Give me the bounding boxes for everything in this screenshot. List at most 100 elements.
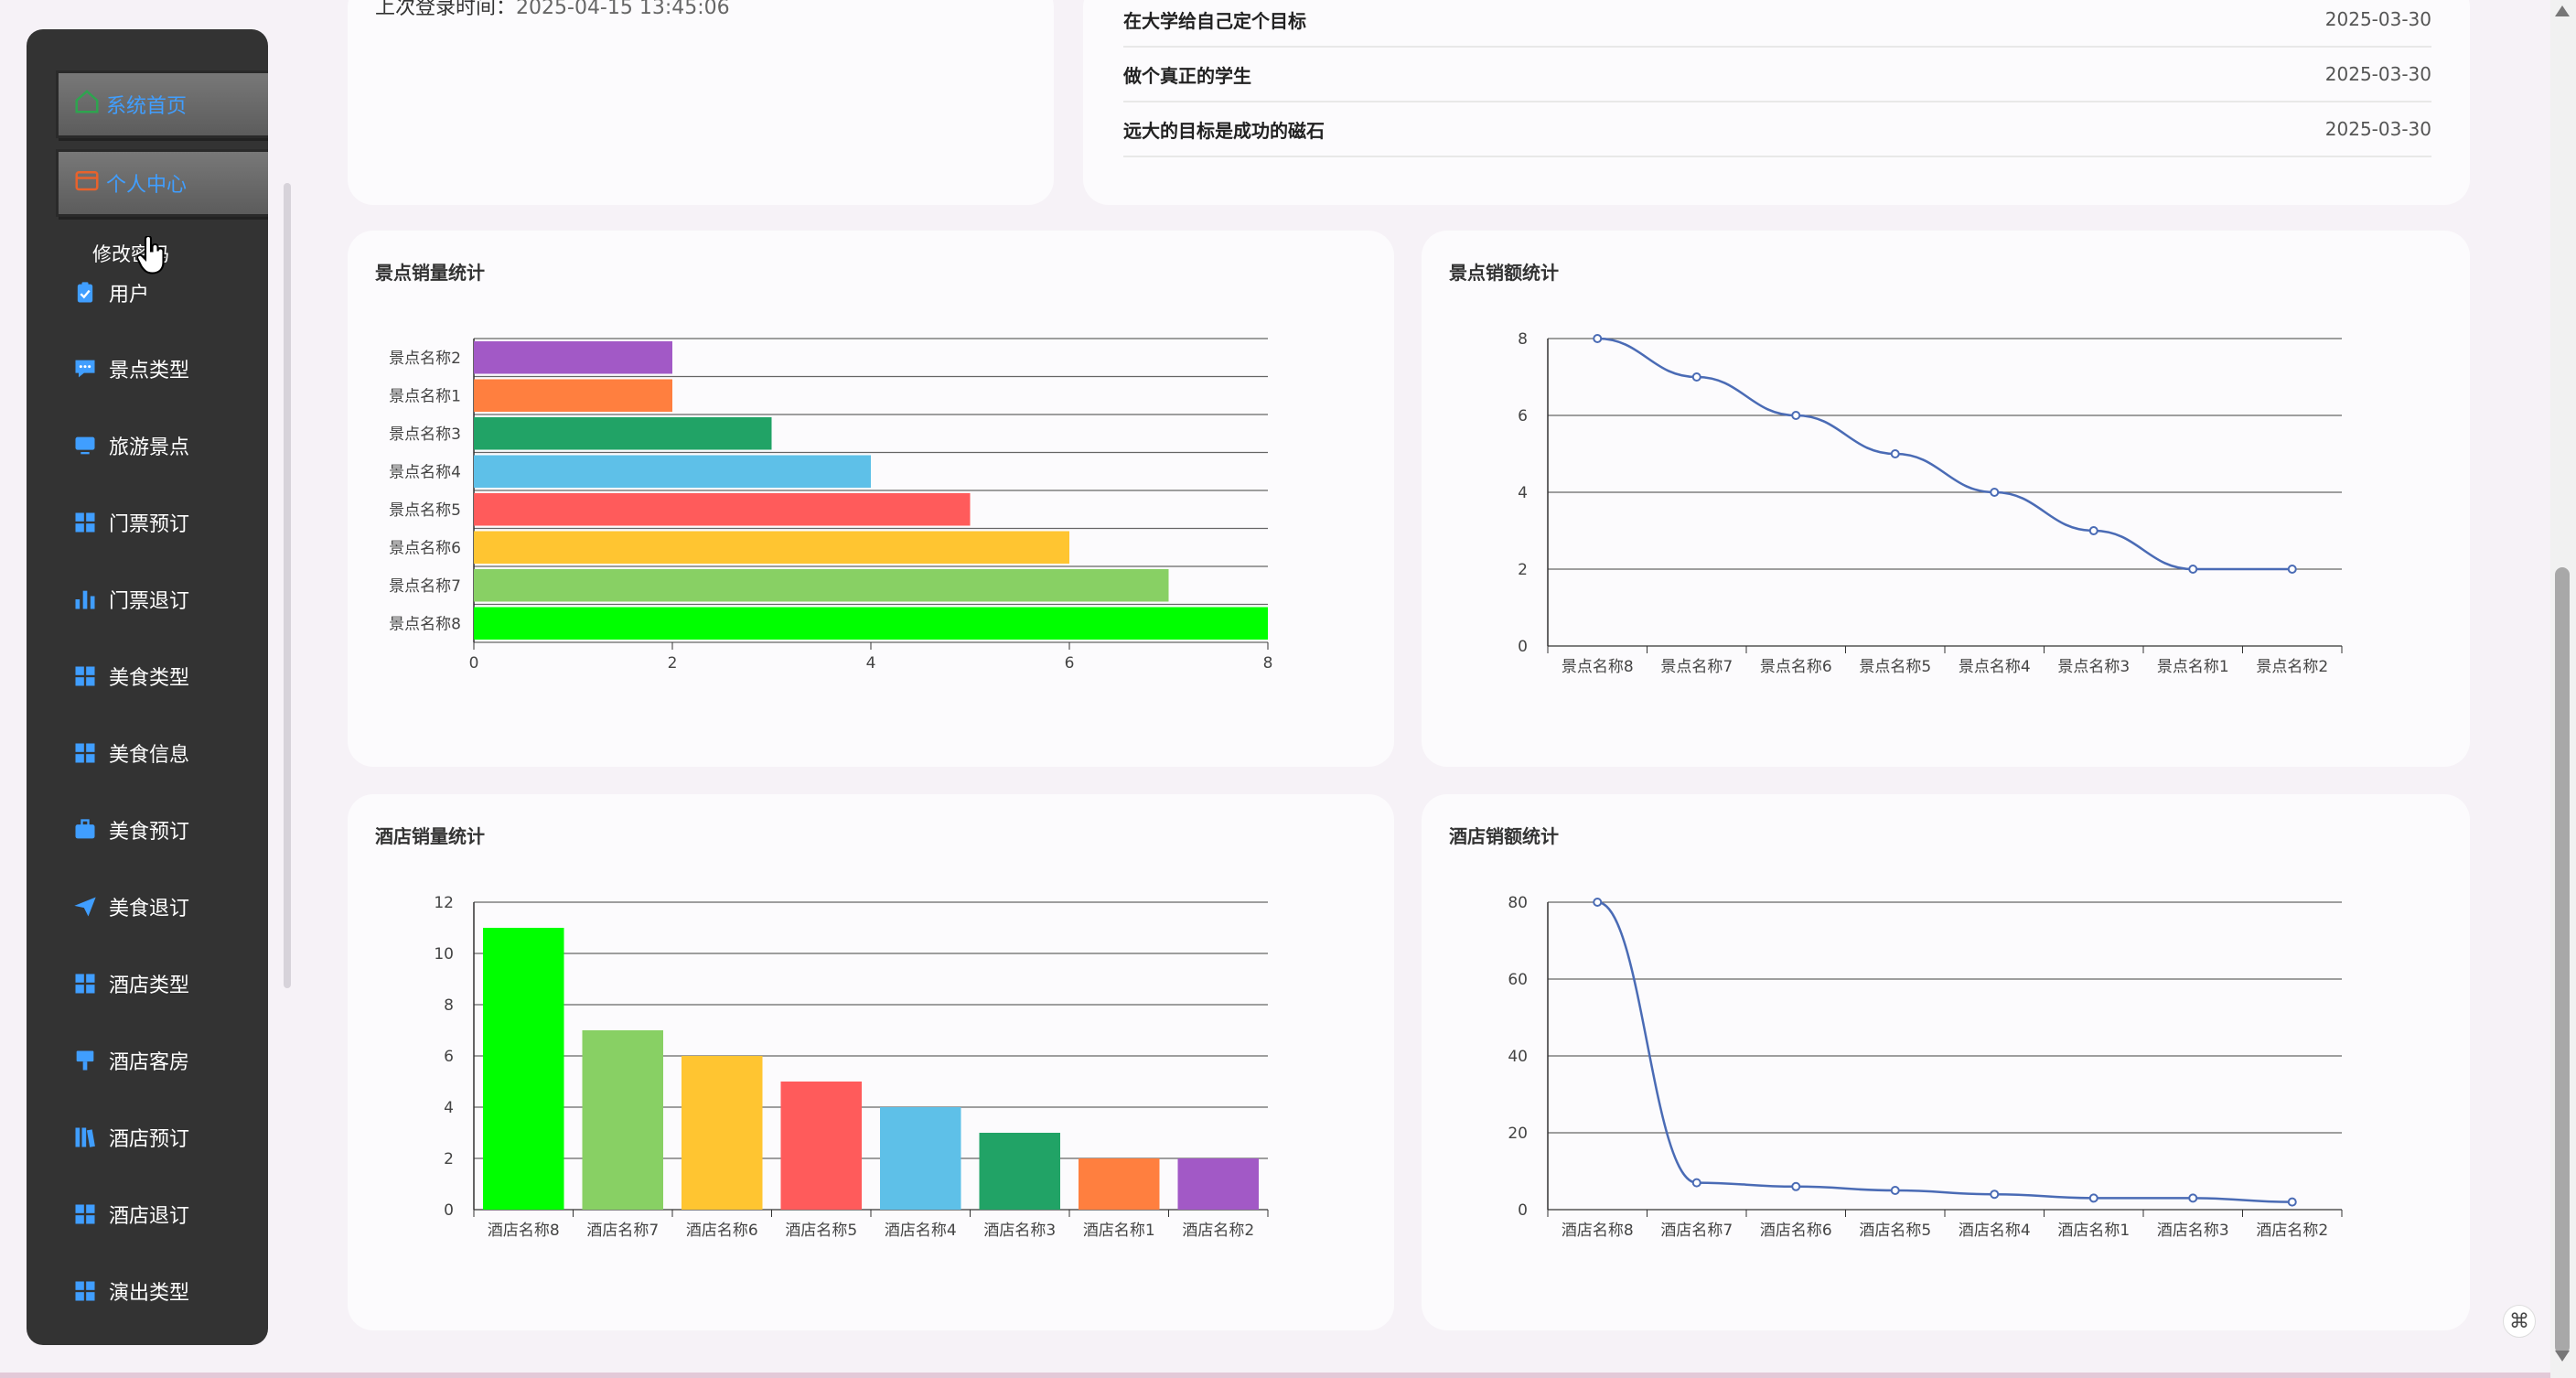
sidebar-item-4[interactable]: 门票预订 bbox=[27, 484, 268, 561]
y-tick-label: 60 bbox=[1508, 971, 1528, 989]
data-point bbox=[2090, 527, 2098, 534]
bar bbox=[483, 928, 564, 1210]
y-tick-label: 景点名称5 bbox=[389, 501, 461, 520]
data-point bbox=[2289, 1199, 2296, 1206]
data-point bbox=[1693, 1179, 1701, 1187]
hotel-revenue-chart: 020406080酒店名称8 酒店名称7 酒店名称6 酒店名称5 酒店名称4 酒店名称1 酒… bbox=[1422, 794, 2470, 1330]
bar bbox=[980, 1133, 1061, 1210]
news-card: 在大学给自己定个目标 2025-03-30 做个真正的学生 2025-03-30… bbox=[1083, 0, 2470, 205]
news-date: 2025-03-30 bbox=[2325, 63, 2431, 85]
last-login-label: 上次登录时间： bbox=[375, 0, 516, 19]
last-login-value: 2025-04-15 13:45:06 bbox=[516, 0, 730, 19]
x-tick-label: 酒店名称3 bbox=[2157, 1222, 2229, 1240]
y-tick-label: 4 bbox=[444, 1099, 454, 1117]
y-tick-label: 6 bbox=[444, 1048, 454, 1066]
bar bbox=[474, 380, 672, 413]
y-tick-label: 景点名称6 bbox=[389, 539, 461, 557]
series-line bbox=[1597, 339, 2292, 569]
bar bbox=[474, 341, 672, 374]
y-tick-label: 景点名称3 bbox=[389, 425, 461, 444]
x-tick-label: 酒店名称6 bbox=[686, 1222, 758, 1240]
x-tick-label: 2 bbox=[668, 654, 678, 673]
sidebar-item-11[interactable]: 酒店客房 bbox=[27, 1022, 268, 1099]
data-point bbox=[2090, 1194, 2098, 1201]
sidebar-scrollbar[interactable] bbox=[284, 183, 291, 988]
x-tick-label: 酒店名称5 bbox=[1859, 1222, 1931, 1240]
x-tick-label: 景点名称8 bbox=[1562, 658, 1634, 676]
sidebar-item-7[interactable]: 美食信息 bbox=[27, 715, 268, 791]
scroll-up-arrow-icon[interactable] bbox=[2555, 5, 2570, 16]
y-tick-label: 0 bbox=[444, 1201, 454, 1220]
sidebar-home-label: 系统首页 bbox=[106, 90, 187, 119]
news-item[interactable]: 远大的目标是成功的磁石 2025-03-30 bbox=[1123, 102, 2431, 157]
floating-menu-button[interactable]: ⌘ bbox=[2503, 1305, 2536, 1338]
y-tick-label: 0 bbox=[1518, 638, 1528, 656]
briefcase-icon bbox=[72, 817, 98, 843]
hotel-sales-chart: 0 2 4 6 8 10 12 酒店名称8 酒店名称7 酒店名称6 酒店名称5 酒店名称4 酒店名称3 酒… bbox=[348, 794, 1394, 1330]
sidebar-profile-label: 个人中心 bbox=[106, 168, 187, 198]
sidebar-item-label: 用户 bbox=[109, 278, 149, 307]
data-point bbox=[1991, 1190, 1998, 1198]
sidebar-item-label: 美食类型 bbox=[109, 662, 189, 691]
data-point bbox=[1991, 489, 1998, 496]
clipboard-check-icon bbox=[72, 280, 98, 306]
news-title: 做个真正的学生 bbox=[1123, 61, 1251, 88]
x-tick-label: 酒店名称5 bbox=[785, 1222, 857, 1240]
y-tick-label: 2 bbox=[444, 1150, 454, 1168]
y-tick-label: 8 bbox=[444, 996, 454, 1015]
x-tick-label: 景点名称3 bbox=[2057, 658, 2130, 676]
library-icon bbox=[72, 1125, 98, 1150]
sidebar-item-label: 酒店预订 bbox=[109, 1123, 189, 1152]
y-tick-label: 20 bbox=[1508, 1125, 1528, 1143]
sidebar-item-label: 美食信息 bbox=[109, 738, 189, 768]
x-tick-label: 酒店名称1 bbox=[2057, 1222, 2130, 1240]
bar bbox=[474, 569, 1169, 602]
sidebar-item-14[interactable]: 演出类型 bbox=[27, 1253, 268, 1330]
sidebar-profile-button[interactable]: 个人中心 bbox=[56, 149, 268, 217]
scenic-sales-chart: 景点名称2 景点名称1 景点名称3 景点名称4 景点名称5 景点名称6 景点名称7 景点名称8… bbox=[348, 231, 1394, 767]
bar bbox=[781, 1082, 863, 1210]
sidebar-item-label: 门票退订 bbox=[109, 585, 189, 614]
monitor-icon bbox=[72, 433, 98, 458]
x-tick-label: 酒店名称2 bbox=[1182, 1222, 1254, 1240]
scroll-down-arrow-icon[interactable] bbox=[2555, 1351, 2570, 1362]
data-point bbox=[2289, 565, 2296, 573]
y-tick-label: 景点名称7 bbox=[389, 577, 461, 596]
x-tick-label: 酒店名称4 bbox=[1959, 1222, 2031, 1240]
sidebar-item-label: 酒店退订 bbox=[109, 1200, 189, 1229]
sidebar-item-13[interactable]: 酒店退订 bbox=[27, 1176, 268, 1253]
sidebar-item-8[interactable]: 美食预订 bbox=[27, 791, 268, 868]
x-tick-label: 景点名称6 bbox=[1760, 658, 1832, 676]
news-item[interactable]: 做个真正的学生 2025-03-30 bbox=[1123, 48, 2431, 102]
sidebar-item-6[interactable]: 美食类型 bbox=[27, 638, 268, 715]
sidebar-item-10[interactable]: 酒店类型 bbox=[27, 945, 268, 1022]
y-tick-label: 10 bbox=[434, 945, 454, 964]
news-date: 2025-03-30 bbox=[2325, 118, 2431, 140]
sidebar-item-9[interactable]: 美食退订 bbox=[27, 868, 268, 945]
bar bbox=[1079, 1158, 1160, 1210]
bar bbox=[474, 493, 971, 526]
wallet-icon bbox=[73, 167, 106, 199]
sidebar-item-5[interactable]: 门票退订 bbox=[27, 561, 268, 638]
sidebar-item-3[interactable]: 旅游景点 bbox=[27, 407, 268, 484]
news-item[interactable]: 在大学给自己定个目标 2025-03-30 bbox=[1123, 0, 2431, 48]
hotel-sales-card: 酒店销量统计 0 2 4 6 8 10 12 酒店名称8 酒店名称7 酒店名称6 酒店名称5 酒店名称… bbox=[348, 794, 1394, 1330]
sidebar-item-label: 门票预订 bbox=[109, 508, 189, 537]
sidebar-home-button[interactable]: 系统首页 bbox=[56, 70, 268, 138]
news-title: 远大的目标是成功的磁石 bbox=[1123, 116, 1325, 143]
page-scrollbar-thumb[interactable] bbox=[2555, 567, 2570, 1354]
data-point bbox=[1693, 373, 1701, 381]
sidebar-item-12[interactable]: 酒店预订 bbox=[27, 1099, 268, 1176]
y-tick-label: 6 bbox=[1518, 407, 1528, 425]
y-tick-label: 景点名称2 bbox=[389, 350, 461, 368]
scenic-sales-card: 景点销量统计 景点名称2 景点名称1 景点名称3 景点名称4 景点名称5 景点名称6 景点名… bbox=[348, 231, 1394, 767]
grid-icon bbox=[72, 663, 98, 689]
sidebar-item-1[interactable]: 用户 bbox=[27, 279, 268, 307]
sidebar-item-2[interactable]: 景点类型 bbox=[27, 330, 268, 407]
y-tick-label: 80 bbox=[1508, 894, 1528, 912]
bar bbox=[474, 532, 1069, 565]
last-login: 上次登录时间：2025-04-15 13:45:06 bbox=[375, 0, 730, 20]
y-tick-label: 2 bbox=[1518, 561, 1528, 579]
data-point bbox=[2189, 1194, 2196, 1201]
data-point bbox=[1594, 335, 1601, 342]
